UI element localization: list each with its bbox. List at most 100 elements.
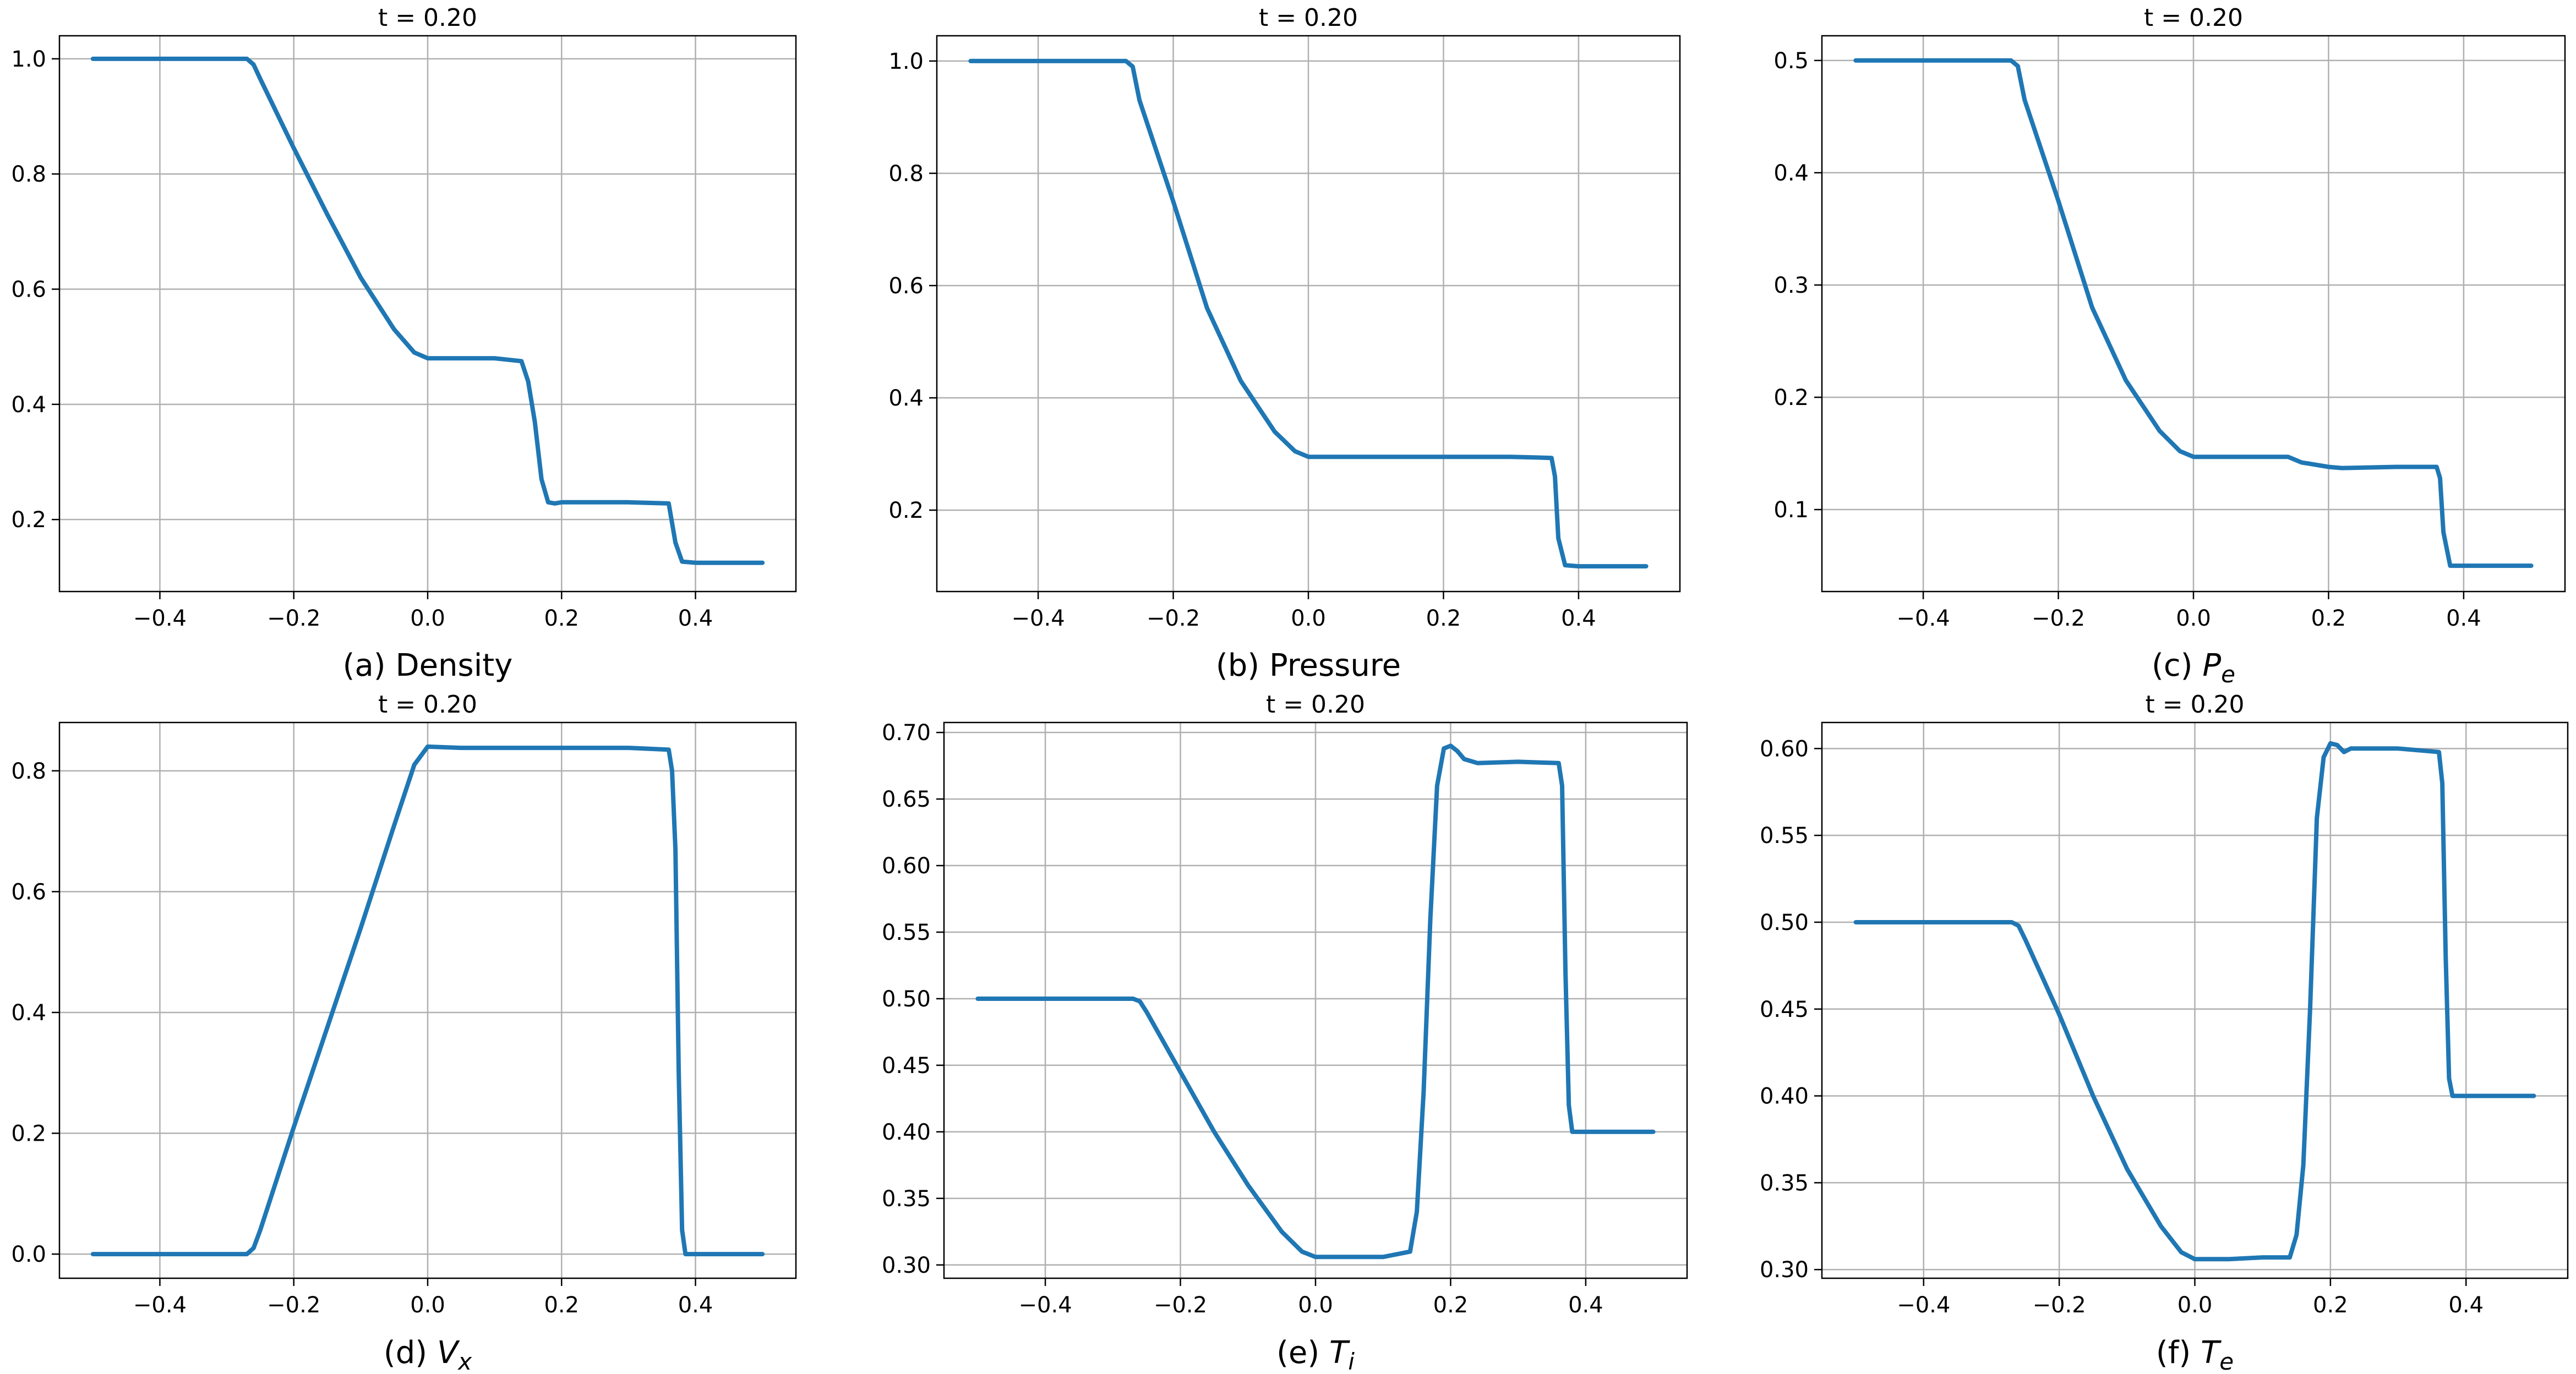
- y-tick-label: 0.35: [882, 1186, 931, 1212]
- panel-a: −0.4 −0.2 0.0 0.2 0.4 0.2 0.4 0.6 0.8 1.0 t = 0.20…: [11, 4, 797, 683]
- panel-c: −0.4 −0.2 0.0 0.2 0.4 0.1 0.2 0.3 0.4 0.5 t = 0.20…: [1773, 4, 2566, 688]
- x-tick-label: 0.0: [410, 1293, 445, 1318]
- x-tick-label: −0.2: [267, 606, 320, 631]
- panel-caption: (d) Vx: [384, 1335, 472, 1374]
- y-tick-label: 0.6: [888, 273, 924, 299]
- series-line: [1853, 58, 2534, 568]
- x-tick-label: 0.0: [2177, 1293, 2213, 1318]
- y-tick-label: 1.0: [888, 49, 924, 74]
- x-tick-label: 0.0: [1298, 1293, 1333, 1318]
- x-tick-label: 0.4: [678, 1293, 713, 1318]
- y-tick-label: 0.30: [1760, 1257, 1809, 1283]
- y-tick-label: 0.2: [11, 1121, 46, 1147]
- y-tick-label: 0.45: [882, 1053, 931, 1079]
- x-tick-label: 0.2: [2311, 606, 2346, 631]
- x-tick-label: 0.4: [1568, 1293, 1603, 1318]
- x-tick-label: 0.0: [1291, 606, 1326, 631]
- x-tick-label: 0.2: [544, 1293, 579, 1318]
- y-tick-label: 0.70: [882, 720, 931, 746]
- y-tick-label: 0.35: [1760, 1170, 1809, 1196]
- series-line: [90, 744, 765, 1257]
- panel-caption: (a) Density: [343, 648, 513, 683]
- y-tick-label: 0.4: [11, 392, 46, 418]
- y-tick-label: 0.50: [882, 987, 931, 1012]
- y-tick-label: 0.45: [1760, 997, 1809, 1022]
- caption-prefix: (b) Pressure: [1216, 648, 1401, 683]
- panel-title: t = 0.20: [2144, 4, 2243, 32]
- y-tick-label: 0.3: [1773, 273, 1809, 298]
- y-tick-label: 0.8: [11, 759, 46, 784]
- panel-b: −0.4 −0.2 0.0 0.2 0.4 0.2 0.4 0.6 0.8 1.0 t = 0.20…: [888, 4, 1681, 683]
- caption-prefix: (e): [1276, 1335, 1329, 1371]
- x-tick-label: −0.4: [1012, 606, 1065, 631]
- y-tick-label: 0.8: [888, 161, 924, 187]
- y-tick-label: 0.4: [11, 1000, 46, 1026]
- caption-subscript: i: [1348, 1348, 1355, 1374]
- panel-caption: (c) Pe: [2152, 648, 2235, 688]
- caption-prefix: (f): [2156, 1335, 2201, 1371]
- panel-title: t = 0.20: [1259, 4, 1358, 32]
- series-line: [90, 56, 765, 565]
- caption-prefix: (d): [384, 1335, 437, 1371]
- y-tick-label: 0.55: [1760, 823, 1809, 849]
- x-tick-label: −0.2: [2032, 606, 2085, 631]
- panel-title: t = 0.20: [378, 4, 477, 32]
- y-tick-label: 0.1: [1773, 497, 1809, 523]
- x-tick-label: −0.2: [1147, 606, 1200, 631]
- x-tick-label: −0.4: [1019, 1293, 1072, 1318]
- caption-symbol: P: [2202, 648, 2221, 683]
- y-tick-label: 0.4: [888, 386, 924, 411]
- y-tick-label: 0.50: [1760, 910, 1809, 935]
- y-tick-label: 0.2: [11, 507, 46, 533]
- panel-f: −0.4 −0.2 0.0 0.2 0.4 0.30 0.35 0.40 0.45 0.50 0.5…: [1760, 691, 2569, 1374]
- caption-subscript: e: [2221, 661, 2235, 688]
- y-tick-label: 0.8: [11, 162, 46, 187]
- y-tick-label: 0.6: [11, 277, 46, 303]
- x-tick-label: −0.2: [2033, 1293, 2086, 1318]
- x-tick-label: −0.2: [1154, 1293, 1207, 1318]
- x-tick-label: 0.0: [410, 606, 445, 631]
- panel-title: t = 0.20: [378, 691, 477, 719]
- y-tick-label: 0.30: [882, 1253, 931, 1278]
- x-tick-label: 0.4: [2448, 1293, 2484, 1318]
- x-tick-label: 0.4: [678, 606, 713, 631]
- panel-e: −0.4 −0.2 0.0 0.2 0.4 0.30 0.35 0.40 0.45 0.50 0.5…: [882, 691, 1688, 1374]
- x-tick-label: 0.2: [2313, 1293, 2348, 1318]
- y-tick-label: 0.65: [882, 787, 931, 812]
- x-tick-label: 0.0: [2176, 606, 2211, 631]
- panel-d: −0.4 −0.2 0.0 0.2 0.4 0.0 0.2 0.4 0.6 0.8 t = 0.20…: [11, 691, 797, 1374]
- y-tick-label: 0.60: [882, 853, 931, 879]
- y-tick-label: 0.4: [1773, 161, 1809, 186]
- x-tick-label: −0.4: [133, 606, 187, 631]
- caption-subscript: e: [2219, 1348, 2234, 1374]
- x-tick-label: −0.4: [133, 1293, 187, 1318]
- y-tick-label: 0.6: [11, 879, 46, 905]
- x-tick-label: −0.4: [1897, 606, 1950, 631]
- y-tick-label: 0.60: [1760, 736, 1809, 762]
- y-tick-label: 0.2: [1773, 385, 1809, 410]
- x-tick-label: 0.4: [1561, 606, 1596, 631]
- y-tick-label: 0.40: [1760, 1084, 1809, 1109]
- series-line: [968, 58, 1649, 569]
- x-tick-label: 0.2: [1426, 606, 1461, 631]
- series-line: [975, 743, 1656, 1260]
- y-tick-label: 0.5: [1773, 48, 1809, 74]
- caption-subscript: x: [457, 1348, 472, 1374]
- x-tick-label: −0.4: [1897, 1293, 1950, 1318]
- x-tick-label: 0.4: [2446, 606, 2481, 631]
- x-tick-label: 0.2: [544, 606, 579, 631]
- y-tick-label: 0.2: [888, 498, 924, 523]
- caption-prefix: (a) Density: [343, 648, 513, 683]
- panel-caption: (f) Te: [2156, 1335, 2234, 1374]
- panel-title: t = 0.20: [2145, 691, 2244, 719]
- y-tick-label: 1.0: [11, 47, 46, 72]
- panel-title: t = 0.20: [1266, 691, 1365, 719]
- x-tick-label: −0.2: [267, 1293, 320, 1318]
- y-tick-label: 0.0: [11, 1242, 46, 1267]
- series-line: [1853, 741, 2536, 1262]
- panel-caption: (e) Ti: [1276, 1335, 1355, 1374]
- panel-caption: (b) Pressure: [1216, 648, 1401, 683]
- caption-prefix: (c): [2152, 648, 2202, 683]
- caption-symbol: T: [1329, 1335, 1350, 1371]
